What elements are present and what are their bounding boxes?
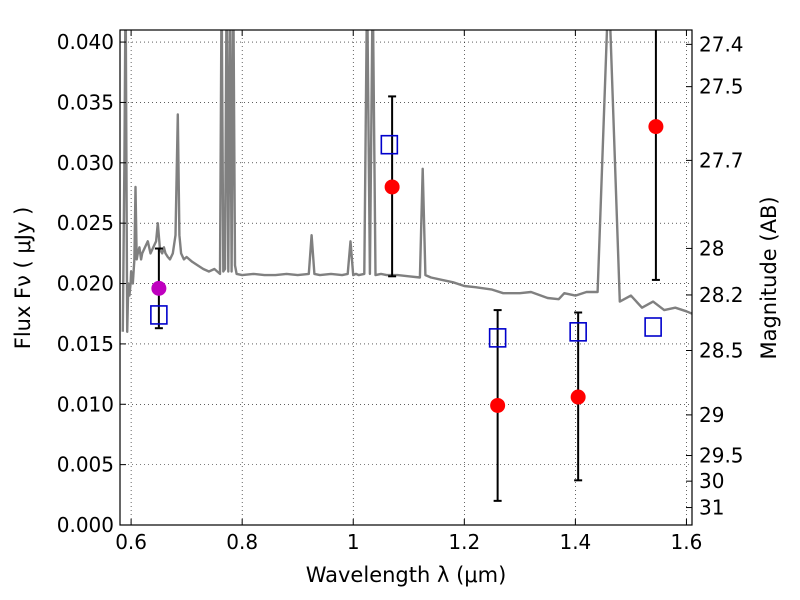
y2-tick-label: 31 bbox=[699, 496, 724, 520]
y-tick-label: 0.035 bbox=[57, 90, 114, 114]
model-photometry-point bbox=[644, 317, 662, 337]
y-tick-label: 0.020 bbox=[57, 272, 114, 296]
y2-axis-magnitude: 27.4 27.5 27.7 28 28.2 28.5 29 29.530 31 bbox=[686, 32, 744, 520]
y-tick-label: 0.030 bbox=[57, 151, 114, 175]
plot-frame bbox=[119, 29, 693, 526]
observed-photometry-point bbox=[490, 397, 506, 413]
y2-tick-label: 30 bbox=[699, 469, 724, 493]
model-photometry-point bbox=[569, 322, 587, 342]
y-axis-label: Flux Fν ( μJy ) bbox=[11, 207, 35, 350]
y-tick-label: 0.005 bbox=[57, 453, 114, 477]
model-photometry-point bbox=[380, 134, 399, 155]
observed-photometry-point bbox=[570, 389, 586, 405]
x-axis: 0.6 0.8 1 1.2 1.4 1.6 bbox=[115, 30, 702, 554]
y2-tick-label: 27.4 bbox=[699, 32, 744, 56]
y2-tick-label: 28 bbox=[699, 236, 724, 260]
y2-tick-label: 28.2 bbox=[699, 283, 744, 307]
observed-photometry-point bbox=[384, 179, 400, 195]
observed-photometry-point bbox=[151, 280, 167, 296]
y-tick-label: 0.010 bbox=[57, 392, 114, 416]
x-tick-label: 1.6 bbox=[671, 530, 703, 554]
y-tick-label: 0.015 bbox=[57, 332, 114, 356]
observed-photometry-point bbox=[648, 119, 664, 135]
y-tick-label: 0.000 bbox=[57, 513, 114, 537]
y-tick-label: 0.025 bbox=[57, 211, 114, 235]
x-tick-label: 1.4 bbox=[559, 530, 591, 554]
x-tick-label: 0.6 bbox=[115, 530, 147, 554]
y2-axis-label: Magnitude (AB) bbox=[757, 196, 781, 359]
y2-tick-label: 29.5 bbox=[699, 444, 744, 468]
y2-tick-label: 27.5 bbox=[699, 75, 744, 99]
model-photometry-point bbox=[150, 305, 168, 325]
x-axis-label: Wavelength λ (μm) bbox=[306, 563, 507, 587]
model-photometry-point bbox=[488, 328, 507, 348]
y2-tick-label: 29 bbox=[699, 403, 724, 427]
sed-model-line bbox=[121, 30, 692, 333]
y-tick-label: 0.040 bbox=[57, 30, 114, 54]
x-tick-label: 1 bbox=[347, 530, 360, 554]
y-axis: 0.000 0.005 0.010 0.015 0.020 0.025 0.030 0.035… bbox=[57, 30, 126, 537]
plot-area bbox=[121, 30, 692, 502]
y2-tick-label: 28.5 bbox=[699, 338, 744, 362]
y2-tick-label: 27.7 bbox=[699, 148, 744, 172]
x-tick-label: 0.8 bbox=[226, 530, 258, 554]
x-tick-label: 1.2 bbox=[448, 530, 480, 554]
